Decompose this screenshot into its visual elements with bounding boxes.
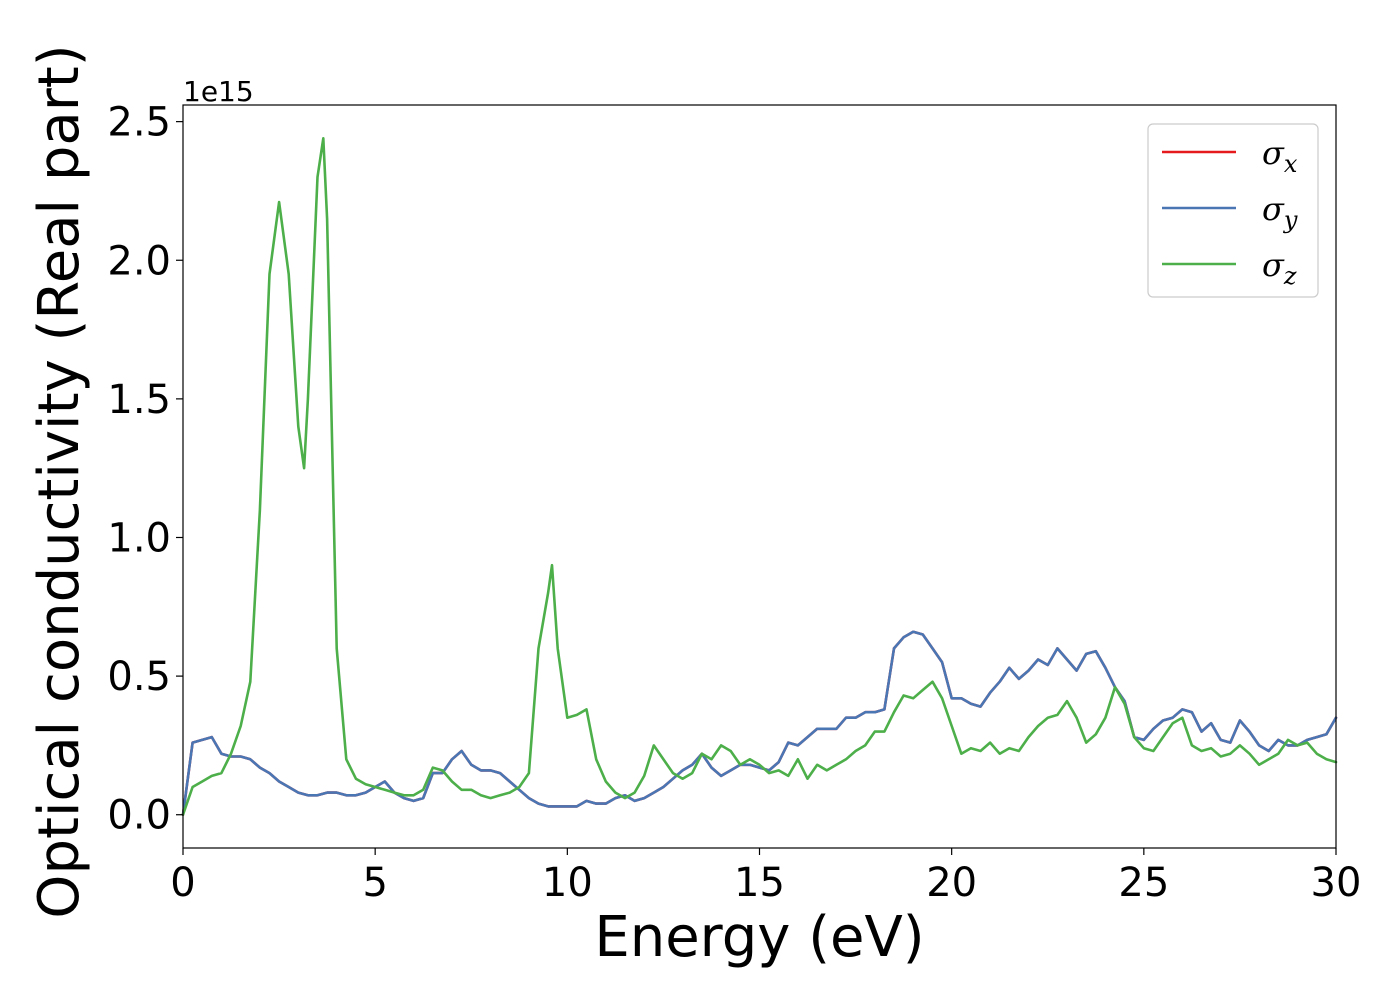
legend-label-subscript: z: [1283, 262, 1297, 290]
x-tick-label: 30: [1311, 860, 1362, 906]
x-tick-label: 10: [542, 860, 593, 906]
legend-label-symbol: σ: [1262, 190, 1285, 228]
legend-label-subscript: y: [1283, 206, 1298, 234]
y-axis-ticks: 0.0 0.5 1.0 1.5 2.0 2.5: [107, 100, 183, 839]
series-line-sigma-y: [181, 630, 1338, 816]
x-tick-label: 15: [734, 860, 785, 906]
x-tick-label: 5: [362, 860, 387, 906]
series-line-sigma-z: [181, 137, 1338, 816]
y-tick-label: 1.5: [107, 377, 171, 423]
legend-box: [1147, 123, 1319, 298]
legend-label-symbol: σ: [1262, 246, 1285, 284]
series-line-sigma-x: [181, 630, 1338, 816]
y-offset-label: 1e15: [183, 75, 254, 108]
y-axis-title: Optical conductivity (Real part): [27, 44, 92, 918]
legend-label-sigma-z: σz: [1262, 246, 1297, 290]
y-tick-label: 0.0: [107, 793, 171, 839]
legend-label-sigma-x: σx: [1262, 134, 1298, 178]
x-tick-label: 25: [1118, 860, 1169, 906]
x-tick-label: 20: [926, 860, 977, 906]
y-tick-label: 2.5: [107, 100, 171, 146]
x-axis-title: Energy (eV): [594, 905, 924, 970]
y-tick-label: 2.0: [107, 238, 171, 284]
x-axis-ticks: 0 5 10 15 20 25 30: [170, 848, 1361, 906]
legend-label-subscript: x: [1284, 150, 1298, 178]
y-tick-label: 0.5: [107, 654, 171, 700]
y-tick-label: 1.0: [107, 515, 171, 561]
series-layer: [181, 137, 1338, 816]
x-tick-label: 0: [170, 860, 195, 906]
legend-label-symbol: σ: [1262, 134, 1285, 172]
legend-label-sigma-y: σy: [1262, 190, 1298, 234]
